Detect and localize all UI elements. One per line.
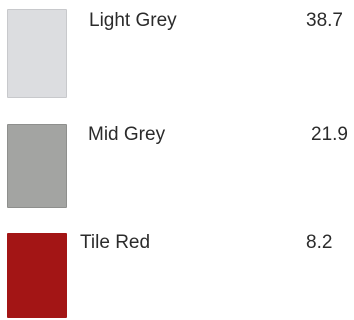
color-swatch <box>7 9 67 98</box>
color-value: 8.2 <box>306 232 333 253</box>
color-value: 38.7 <box>306 10 343 31</box>
color-value: 21.9 <box>311 124 348 145</box>
color-name: Light Grey <box>89 10 177 31</box>
color-name: Tile Red <box>80 232 151 253</box>
color-swatch <box>7 124 67 208</box>
color-name: Mid Grey <box>88 124 166 145</box>
color-swatch <box>7 233 67 318</box>
